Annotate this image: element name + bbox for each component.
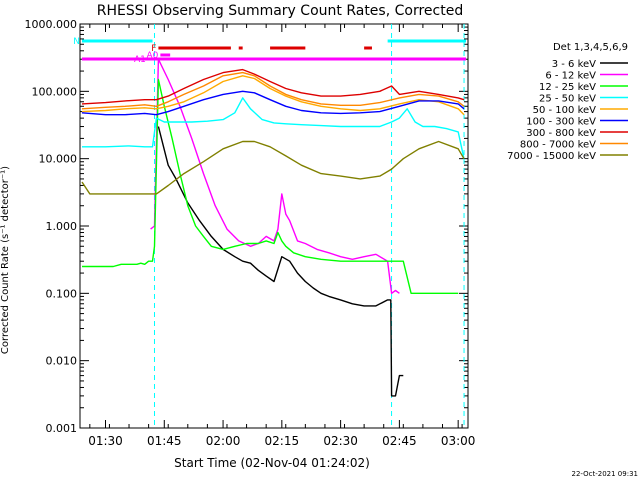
plot-frame — [79, 23, 469, 429]
series-line-800_7000keV — [81, 71, 465, 110]
series-line-12_25keV — [82, 78, 459, 294]
legend-label: 25 - 50 keV — [539, 94, 596, 105]
y-tick-label: 1.000 — [46, 220, 78, 233]
flag-label-f: F — [151, 44, 156, 54]
x-tick-label: 02:15 — [265, 434, 300, 448]
y-tick-label: 0.100 — [46, 287, 78, 300]
legend-label: 800 - 7000 keV — [520, 140, 596, 151]
x-tick-label: 03:00 — [441, 434, 476, 448]
series-line-50_100keV — [81, 75, 465, 116]
legend-label: 100 - 300 keV — [526, 117, 596, 128]
y-tick-label: 0.001 — [46, 422, 78, 435]
legend-label: 300 - 800 keV — [526, 128, 596, 139]
x-tick-label: 02:45 — [382, 434, 417, 448]
y-tick-label: 100.000 — [32, 85, 78, 98]
legend-title: Det 1,3,4,5,6,9 — [553, 42, 628, 53]
x-axis-label: Start Time (02-Nov-04 01:24:02) — [174, 456, 370, 470]
series-line-100_300keV — [81, 90, 465, 116]
flag-label-a1: A1 — [134, 55, 146, 65]
y-tick-label: 0.010 — [46, 355, 78, 368]
y-tick-label: 10.000 — [39, 153, 78, 166]
plot-area: 1000.000 100.000 10.000 1.000 0.100 0.010 0.00… — [25, 18, 476, 448]
chart-title: RHESSI Observing Summary Count Rates, Co… — [97, 3, 463, 19]
x-tick-label: 01:45 — [147, 434, 182, 448]
y-axis-label: Corrected Count Rate (s⁻¹ detector⁻¹) — [0, 166, 11, 354]
series-line-3_6keV — [157, 126, 404, 397]
legend-label: 6 - 12 keV — [545, 71, 596, 82]
flag-label-n: N — [73, 37, 80, 47]
legend-label: 3 - 6 keV — [552, 59, 596, 70]
legend-label: 7000 - 15000 keV — [507, 151, 596, 162]
x-tick-label: 01:30 — [88, 434, 123, 448]
legend-label: 50 - 100 keV — [533, 105, 597, 116]
series-line-7000_15000keV — [81, 140, 465, 195]
series-line-25_50keV — [82, 97, 465, 159]
x-tick-label: 02:00 — [206, 434, 241, 448]
x-tick-label: 02:30 — [323, 434, 358, 448]
series-line-300_800keV — [81, 68, 465, 105]
footer-date: 22-Oct-2021 09:31 — [572, 470, 638, 478]
y-tick-label: 1000.000 — [25, 18, 78, 31]
flag-label-a0: A0 — [146, 51, 158, 61]
series-line-6_12keV — [150, 58, 400, 294]
legend-label: 12 - 25 keV — [539, 82, 596, 93]
